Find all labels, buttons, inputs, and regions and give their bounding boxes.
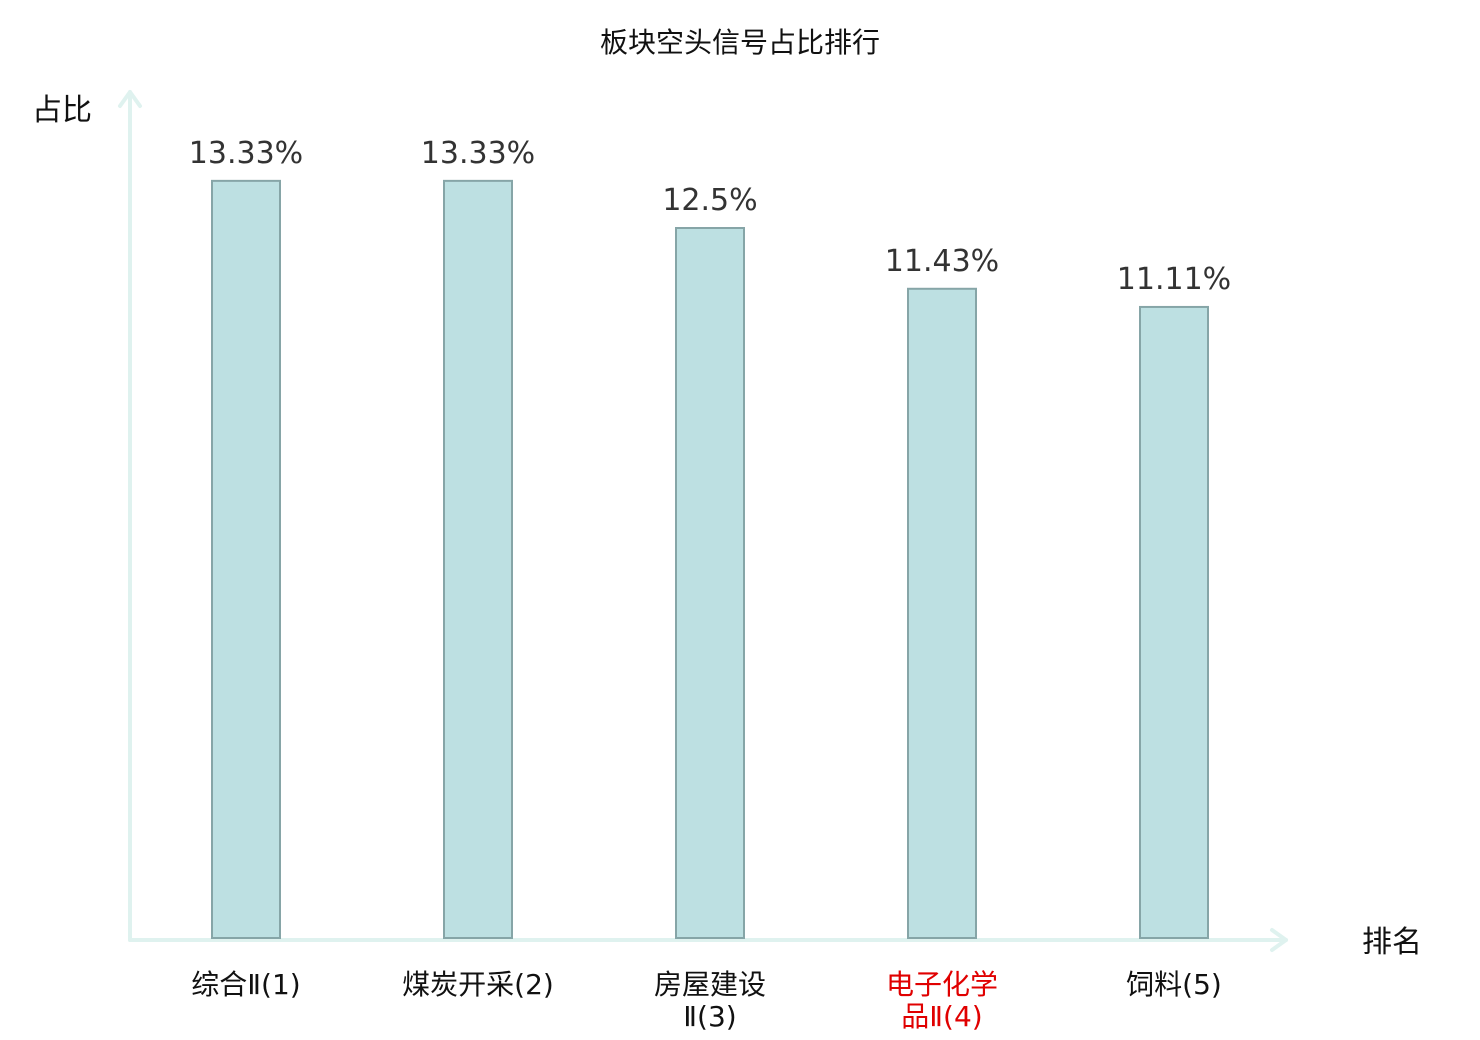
category-label-2-line-1: 煤炭开采(2) <box>402 968 554 1001</box>
y-axis-arrow <box>118 90 142 108</box>
category-label-4-line-1: 电子化学 <box>886 968 998 1001</box>
category-label-4-line-2: 品Ⅱ(4) <box>901 1000 982 1033</box>
x-axis-label: 排名 <box>1362 925 1422 960</box>
value-label-2: 13.33% <box>421 136 535 171</box>
chart-title: 板块空头信号占比排行 <box>600 26 880 59</box>
bar-2 <box>443 179 513 939</box>
y-axis-label: 占比 <box>32 93 92 128</box>
bar-4 <box>907 287 977 939</box>
value-label-3: 12.5% <box>662 183 757 218</box>
value-labels: 13.33% 13.33% 12.5% 11.43% 11.11% <box>189 136 1231 297</box>
category-label-1-line-1: 综合Ⅱ(1) <box>191 968 300 1001</box>
category-label-3-line-2: Ⅱ(3) <box>683 1000 736 1033</box>
axes <box>118 90 1288 952</box>
x-axis-arrow <box>1270 928 1288 952</box>
bars <box>211 179 1209 939</box>
category-label-5-line-1: 饲料(5) <box>1126 968 1222 1001</box>
bar-1 <box>211 179 281 939</box>
bar-3 <box>675 227 745 939</box>
value-label-4: 11.43% <box>885 244 999 279</box>
bar-5 <box>1139 305 1209 939</box>
value-label-5: 11.11% <box>1117 262 1231 297</box>
category-label-3-line-1: 房屋建设 <box>654 968 766 1001</box>
value-label-1: 13.33% <box>189 136 303 171</box>
